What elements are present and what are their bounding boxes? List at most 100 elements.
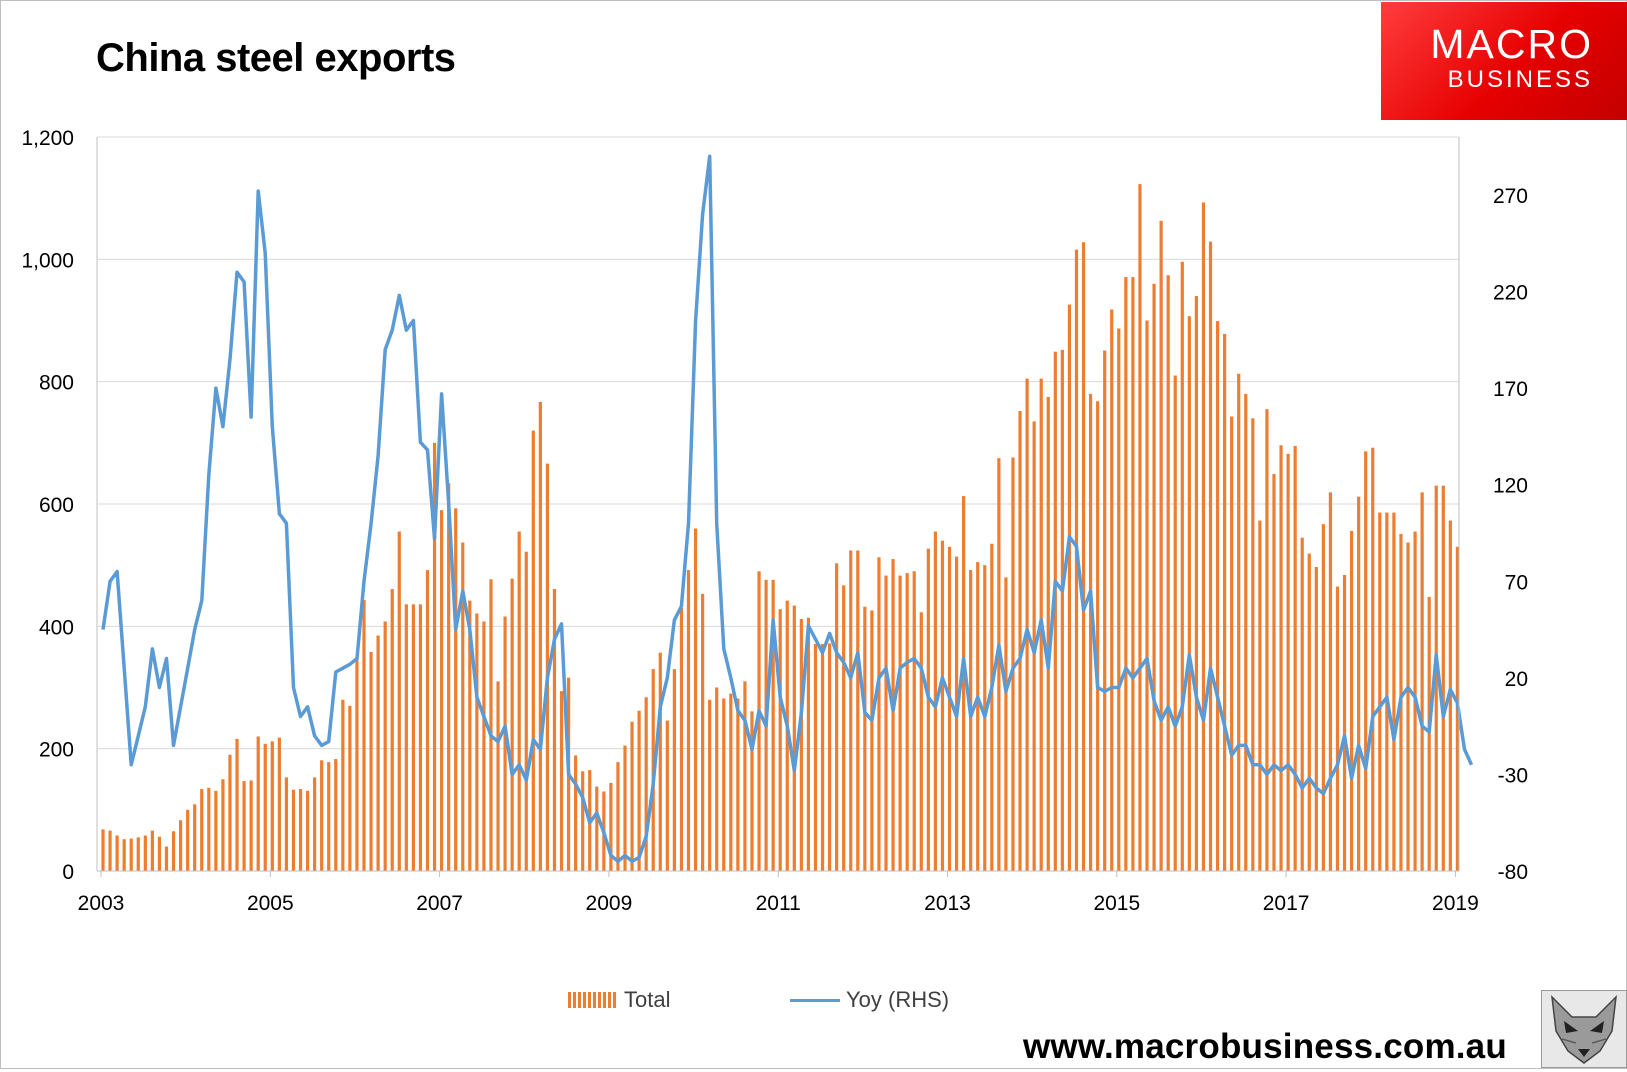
left-tick-label: 600: [39, 494, 74, 517]
total-bar: [369, 652, 373, 871]
total-bar: [270, 741, 274, 871]
total-bar: [912, 571, 916, 871]
total-bar: [1251, 418, 1255, 871]
total-bar: [171, 831, 176, 871]
x-tick-label: 2019: [1432, 892, 1479, 915]
total-bar: [207, 787, 211, 871]
total-bar: [990, 543, 994, 871]
total-bar: [178, 820, 183, 871]
legend-yoy-swatch: [790, 998, 840, 1002]
total-bar: [1378, 512, 1382, 871]
legend-total-swatch: [568, 992, 618, 1008]
total-bar: [835, 563, 839, 871]
total-bar: [686, 570, 691, 871]
total-bar: [510, 578, 514, 871]
left-tick-label: 200: [39, 739, 74, 762]
x-tick-label: 2017: [1263, 892, 1310, 915]
total-bar: [722, 698, 726, 871]
total-bar: [1349, 530, 1354, 871]
total-bar: [362, 600, 366, 871]
total-bar: [313, 777, 317, 871]
total-bar: [1103, 350, 1107, 871]
total-bar: [327, 762, 331, 871]
total-bar: [411, 604, 415, 871]
total-bar: [1392, 512, 1396, 871]
total-bar: [404, 604, 408, 871]
total-bar: [150, 830, 154, 871]
legend-yoy-label: Yoy (RHS): [846, 987, 950, 1012]
total-bar: [630, 721, 634, 871]
total-bar: [249, 780, 253, 871]
total-bar: [432, 442, 437, 871]
total-bar: [221, 779, 225, 871]
total-bar: [1441, 485, 1445, 871]
total-bar: [164, 846, 169, 871]
total-bar: [291, 789, 296, 871]
total-bar: [418, 604, 423, 871]
total-bar: [1279, 445, 1283, 871]
total-bar: [214, 790, 218, 871]
total-bar: [376, 635, 380, 871]
right-tick-label: -80: [1498, 861, 1528, 884]
total-bar: [256, 736, 260, 871]
total-bar: [870, 610, 874, 871]
total-bar: [129, 838, 133, 871]
x-tick-label: 2007: [416, 892, 463, 915]
total-bar: [672, 669, 676, 871]
total-bar: [1081, 242, 1086, 871]
logo-line-business: BUSINESS: [1447, 66, 1593, 93]
total-bar: [242, 781, 246, 871]
total-bar: [1166, 275, 1170, 871]
total-bar: [1272, 474, 1276, 871]
right-tick-label: 220: [1493, 282, 1528, 305]
total-bar: [108, 830, 112, 871]
total-bar: [799, 618, 803, 871]
total-bar: [447, 483, 451, 871]
total-bar: [637, 710, 641, 871]
total-bar: [574, 755, 578, 871]
total-bar: [1110, 309, 1114, 871]
total-bar: [355, 656, 359, 871]
total-bar: [750, 711, 754, 871]
left-tick-label: 1,000: [21, 249, 74, 272]
total-bar: [1201, 202, 1206, 871]
total-bar: [1018, 411, 1022, 871]
total-bar: [228, 754, 232, 871]
axes: 0 200 400 600 800 1,000 1,200 -80 -30 20 70 120 170 2…: [21, 127, 1528, 915]
total-bar: [1004, 577, 1008, 871]
total-bar: [1145, 320, 1149, 871]
total-bar: [193, 804, 197, 871]
total-bar: [863, 606, 867, 871]
total-bar: [842, 585, 846, 871]
total-bar: [1385, 512, 1389, 871]
total-bar: [1124, 277, 1128, 871]
total-bar: [771, 579, 775, 871]
total-bar: [1131, 277, 1135, 871]
total-bar: [531, 430, 535, 871]
total-bar: [1265, 409, 1269, 871]
total-bar: [778, 609, 782, 871]
x-tick-label: 2009: [586, 892, 633, 915]
total-bar: [898, 575, 902, 871]
total-bar: [1011, 457, 1015, 871]
total-bar: [962, 496, 966, 871]
total-bar: [115, 835, 119, 871]
total-bar: [390, 589, 394, 871]
total-bar: [1208, 241, 1213, 872]
chart-title: China steel exports: [96, 36, 456, 80]
total-bar: [1314, 567, 1318, 871]
left-tick-label: 0: [62, 861, 74, 884]
total-bar: [552, 589, 557, 871]
total-bar: [397, 531, 401, 871]
right-tick-label: 120: [1493, 475, 1528, 498]
footer-url[interactable]: www.macrobusiness.com.au: [1023, 1027, 1507, 1066]
legend-total-label: Total: [624, 987, 671, 1012]
total-bar: [440, 510, 444, 871]
x-tick-label: 2013: [924, 892, 971, 915]
total-bar: [856, 550, 860, 871]
total-bar: [1088, 393, 1093, 871]
total-bar: [489, 579, 493, 871]
total-bar: [1096, 401, 1100, 871]
total-bar: [143, 835, 147, 871]
total-bar: [1138, 184, 1142, 871]
